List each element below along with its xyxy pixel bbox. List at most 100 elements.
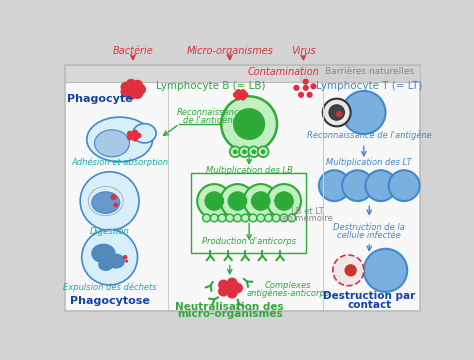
Text: Complexes: Complexes bbox=[264, 281, 311, 290]
Circle shape bbox=[132, 135, 138, 141]
Ellipse shape bbox=[94, 130, 129, 157]
Circle shape bbox=[342, 170, 373, 201]
Circle shape bbox=[261, 149, 265, 154]
Circle shape bbox=[336, 111, 342, 117]
Circle shape bbox=[113, 203, 118, 207]
Circle shape bbox=[258, 147, 268, 157]
Circle shape bbox=[323, 99, 351, 126]
Circle shape bbox=[126, 89, 137, 100]
Text: Production d'anticorps: Production d'anticorps bbox=[202, 237, 296, 246]
Text: Lymphocyte T (= LT): Lymphocyte T (= LT) bbox=[316, 81, 422, 91]
Circle shape bbox=[220, 184, 255, 218]
Circle shape bbox=[275, 192, 293, 210]
Circle shape bbox=[365, 170, 396, 201]
Circle shape bbox=[319, 170, 350, 201]
Circle shape bbox=[135, 84, 146, 95]
Circle shape bbox=[241, 214, 249, 222]
Circle shape bbox=[251, 192, 270, 210]
Circle shape bbox=[110, 194, 117, 200]
Circle shape bbox=[293, 85, 300, 91]
Text: contact: contact bbox=[347, 300, 392, 310]
Ellipse shape bbox=[99, 260, 113, 270]
Circle shape bbox=[218, 279, 229, 290]
Circle shape bbox=[232, 283, 243, 293]
Ellipse shape bbox=[133, 124, 156, 143]
Text: Reconnaissance de l'antigène: Reconnaissance de l'antigène bbox=[307, 131, 432, 140]
Text: micro-organismes: micro-organismes bbox=[177, 309, 283, 319]
Circle shape bbox=[288, 214, 296, 222]
Circle shape bbox=[333, 255, 364, 286]
Circle shape bbox=[127, 134, 133, 140]
Circle shape bbox=[132, 80, 143, 91]
Circle shape bbox=[132, 88, 143, 99]
Circle shape bbox=[389, 170, 419, 201]
Text: cellule infectée: cellule infectée bbox=[337, 231, 401, 240]
Circle shape bbox=[248, 147, 259, 157]
Ellipse shape bbox=[92, 244, 115, 263]
Text: Multiplication des LT: Multiplication des LT bbox=[327, 158, 412, 167]
Circle shape bbox=[240, 94, 246, 100]
Circle shape bbox=[120, 82, 131, 93]
Circle shape bbox=[257, 214, 264, 222]
Circle shape bbox=[233, 149, 237, 154]
Circle shape bbox=[329, 105, 345, 120]
Circle shape bbox=[234, 214, 241, 222]
Circle shape bbox=[80, 172, 139, 230]
Circle shape bbox=[221, 96, 277, 152]
Text: Bactérie: Bactérie bbox=[112, 46, 153, 56]
Circle shape bbox=[273, 214, 280, 222]
Circle shape bbox=[224, 282, 236, 294]
Text: Destruction de la: Destruction de la bbox=[333, 224, 405, 233]
Circle shape bbox=[82, 230, 137, 285]
Text: en mémoire: en mémoire bbox=[282, 214, 333, 223]
Circle shape bbox=[210, 214, 218, 222]
Circle shape bbox=[227, 288, 237, 298]
Circle shape bbox=[127, 131, 133, 137]
Bar bbox=[191, 172, 306, 253]
Circle shape bbox=[135, 132, 141, 139]
Text: Multiplication des LB: Multiplication des LB bbox=[206, 166, 292, 175]
Bar bbox=[65, 65, 420, 82]
Ellipse shape bbox=[88, 186, 123, 216]
Text: Contamination: Contamination bbox=[248, 67, 320, 77]
Text: Virus: Virus bbox=[291, 46, 316, 56]
Circle shape bbox=[242, 92, 248, 98]
Circle shape bbox=[235, 94, 241, 100]
Circle shape bbox=[130, 132, 137, 139]
Text: Micro-organismes: Micro-organismes bbox=[186, 46, 273, 56]
Text: Neutralisation des: Neutralisation des bbox=[175, 302, 284, 311]
Circle shape bbox=[205, 192, 224, 210]
Circle shape bbox=[302, 85, 309, 91]
Circle shape bbox=[267, 184, 301, 218]
Circle shape bbox=[242, 149, 247, 154]
Ellipse shape bbox=[92, 192, 120, 213]
Circle shape bbox=[240, 89, 246, 95]
Circle shape bbox=[230, 147, 241, 157]
Circle shape bbox=[234, 109, 264, 139]
Circle shape bbox=[126, 79, 137, 90]
Circle shape bbox=[237, 91, 245, 99]
Circle shape bbox=[218, 286, 229, 297]
Text: Destruction par: Destruction par bbox=[323, 291, 415, 301]
Circle shape bbox=[345, 264, 357, 276]
Ellipse shape bbox=[107, 254, 124, 268]
Circle shape bbox=[239, 147, 250, 157]
Circle shape bbox=[125, 260, 128, 263]
Text: Reconnaissance: Reconnaissance bbox=[176, 108, 244, 117]
Circle shape bbox=[233, 92, 239, 98]
Text: Lymphocyte B (= LB): Lymphocyte B (= LB) bbox=[156, 81, 266, 91]
Circle shape bbox=[228, 192, 247, 210]
Circle shape bbox=[302, 78, 309, 85]
Text: antigènes-anticorps: antigènes-anticorps bbox=[246, 289, 329, 298]
Circle shape bbox=[202, 214, 210, 222]
Bar bbox=[300, 65, 420, 82]
Circle shape bbox=[249, 214, 257, 222]
Circle shape bbox=[307, 92, 313, 98]
Text: de l'antigène: de l'antigène bbox=[183, 116, 237, 125]
Text: Phagocytose: Phagocytose bbox=[70, 296, 150, 306]
Circle shape bbox=[235, 89, 241, 95]
Circle shape bbox=[342, 91, 385, 134]
Circle shape bbox=[298, 92, 304, 98]
Circle shape bbox=[227, 278, 237, 288]
Circle shape bbox=[364, 249, 407, 292]
